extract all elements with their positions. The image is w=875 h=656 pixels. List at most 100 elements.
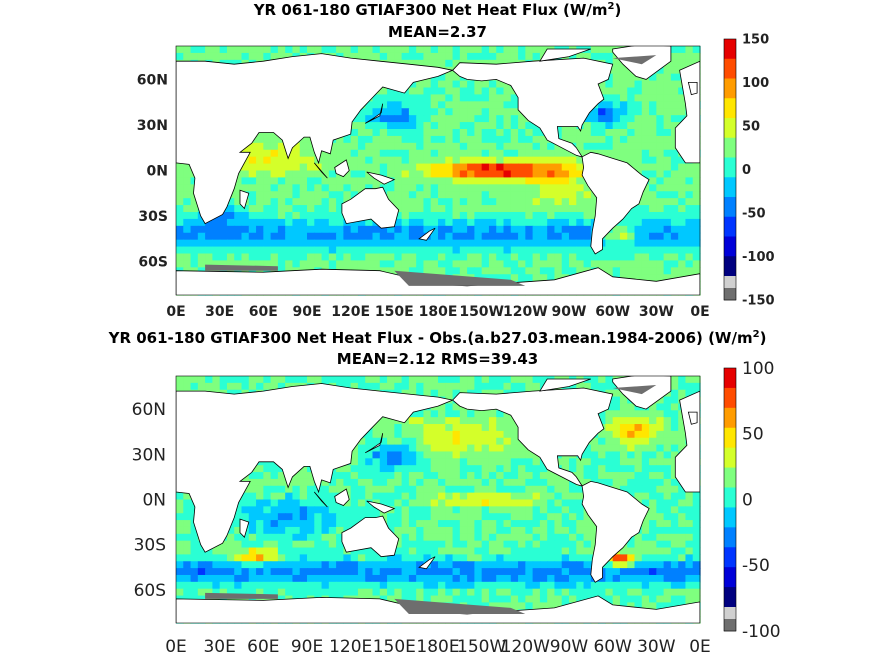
grid-cell bbox=[256, 170, 264, 179]
grid-cell bbox=[270, 478, 279, 487]
grid-cell bbox=[430, 568, 439, 576]
grid-cell bbox=[510, 376, 519, 384]
grid-cell bbox=[467, 492, 475, 501]
grid-cell bbox=[627, 561, 636, 569]
grid-cell bbox=[452, 561, 461, 569]
grid-cell bbox=[307, 561, 315, 569]
grid-cell bbox=[510, 253, 519, 262]
grid-cell bbox=[328, 260, 337, 268]
grid-cell bbox=[263, 232, 272, 241]
grid-cell bbox=[583, 533, 592, 542]
grid-cell bbox=[459, 533, 468, 542]
grid-cell bbox=[285, 205, 294, 213]
grid-cell bbox=[416, 376, 425, 384]
grid-cell bbox=[423, 526, 432, 535]
grid-cell bbox=[678, 198, 687, 206]
grid-cell bbox=[248, 225, 257, 234]
grid-cell bbox=[554, 485, 563, 494]
grid-cell bbox=[219, 212, 228, 220]
grid-cell bbox=[183, 513, 192, 521]
grid-cell bbox=[219, 225, 228, 234]
grid-cell bbox=[365, 115, 374, 123]
grid-cell bbox=[372, 253, 381, 262]
grid-cell bbox=[481, 451, 490, 459]
x-tick-label: 150E bbox=[375, 304, 414, 320]
grid-cell bbox=[619, 458, 628, 466]
grid-cell bbox=[649, 430, 657, 439]
grid-cell bbox=[394, 260, 403, 268]
grid-cell bbox=[401, 492, 410, 501]
grid-cell bbox=[248, 568, 257, 576]
grid-cell bbox=[627, 156, 636, 165]
grid-cell bbox=[256, 218, 264, 227]
grid-cell bbox=[612, 260, 621, 268]
grid-cell bbox=[343, 232, 352, 241]
grid-cell bbox=[401, 135, 410, 144]
grid-cell bbox=[452, 94, 461, 102]
grid-cell bbox=[670, 382, 679, 391]
grid-cell bbox=[467, 513, 475, 521]
sea-ice-patch bbox=[205, 264, 278, 271]
grid-cell bbox=[438, 212, 446, 220]
grid-cell bbox=[670, 184, 679, 192]
grid-cell bbox=[554, 533, 563, 542]
grid-cell bbox=[408, 499, 417, 507]
grid-cell bbox=[387, 52, 395, 61]
grid-cell bbox=[219, 382, 228, 391]
grid-cell bbox=[656, 80, 665, 89]
grid-cell bbox=[365, 163, 374, 172]
grid-cell bbox=[438, 177, 446, 185]
grid-cell bbox=[554, 561, 563, 569]
grid-cell bbox=[357, 246, 366, 255]
grid-cell bbox=[481, 246, 490, 255]
grid-cell bbox=[379, 499, 388, 507]
grid-cell bbox=[576, 382, 585, 391]
grid-cell bbox=[649, 410, 657, 418]
grid-cell bbox=[518, 574, 526, 583]
grid-cell bbox=[670, 267, 679, 275]
grid-cell bbox=[561, 540, 570, 549]
grid-cell bbox=[263, 225, 272, 234]
grid-cell bbox=[277, 163, 286, 172]
grid-cell bbox=[503, 46, 512, 54]
grid-cell bbox=[423, 163, 432, 172]
grid-cell bbox=[605, 267, 614, 275]
grid-cell bbox=[678, 115, 687, 123]
grid-cell bbox=[445, 115, 454, 123]
grid-cell bbox=[401, 520, 410, 528]
grid-cell bbox=[510, 101, 519, 109]
grid-cell bbox=[510, 129, 519, 137]
grid-cell bbox=[685, 163, 694, 172]
grid-cell bbox=[510, 581, 519, 590]
grid-cell bbox=[496, 437, 505, 446]
grid-cell bbox=[183, 52, 192, 61]
grid-cell bbox=[474, 52, 483, 61]
grid-cell bbox=[176, 163, 184, 172]
grid-cell bbox=[452, 52, 461, 61]
grid-cell bbox=[561, 458, 570, 466]
grid-cell bbox=[234, 547, 243, 555]
grid-cell bbox=[372, 472, 381, 480]
grid-cell bbox=[394, 568, 403, 576]
grid-cell bbox=[692, 376, 701, 384]
grid-cell bbox=[459, 115, 468, 123]
grid-cell bbox=[226, 540, 235, 549]
grid-cell bbox=[656, 191, 665, 199]
grid-cell bbox=[539, 246, 548, 255]
grid-cell bbox=[365, 149, 374, 158]
grid-cell bbox=[525, 588, 534, 597]
grid-cell bbox=[510, 191, 519, 199]
grid-cell bbox=[416, 533, 425, 542]
grid-cell bbox=[547, 506, 556, 514]
grid-cell bbox=[226, 581, 235, 590]
grid-cell bbox=[459, 87, 468, 96]
grid-cell bbox=[627, 554, 636, 562]
grid-cell bbox=[401, 149, 410, 158]
grid-cell bbox=[510, 205, 519, 213]
grid-cell bbox=[379, 554, 388, 562]
grid-cell bbox=[445, 376, 454, 384]
grid-cell bbox=[488, 561, 497, 569]
grid-cell bbox=[678, 561, 687, 569]
grid-cell bbox=[663, 396, 672, 405]
grid-cell bbox=[343, 142, 352, 151]
